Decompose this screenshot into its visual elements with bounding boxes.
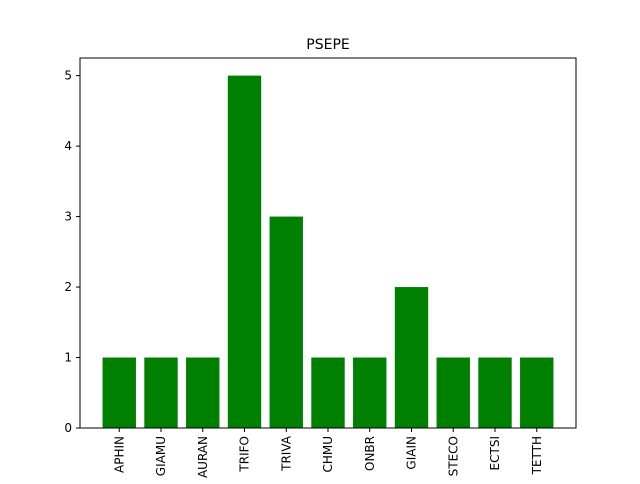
x-tick-label: TRIVA: [279, 435, 293, 472]
bar-triva: [269, 216, 303, 428]
x-tick-label: GIAMU: [154, 436, 168, 476]
x-tick-label: APHIN: [112, 436, 126, 473]
x-tick-label: TETTH: [530, 436, 544, 475]
bar-trifo: [227, 75, 262, 429]
y-tick-label: 5: [64, 69, 72, 83]
bar-giamu: [144, 357, 178, 428]
bar-chmu: [311, 357, 345, 428]
x-axis: APHIN GIAMU AURAN TRIFO TRIVA CHMU ONBR GIAIN ST…: [112, 428, 544, 478]
y-tick-label: 3: [64, 210, 72, 224]
bar-steco: [436, 357, 470, 428]
bar-auran: [186, 357, 220, 428]
x-tick-label: AURAN: [196, 436, 210, 478]
bar-aphin: [102, 357, 136, 428]
x-tick-label: CHMU: [321, 436, 335, 473]
chart-title: PSEPE: [306, 37, 349, 53]
y-axis: 0 1 2 3 4 5: [64, 69, 80, 435]
bar-ectsi: [478, 357, 512, 428]
y-tick-label: 0: [64, 421, 72, 435]
y-tick-label: 4: [64, 139, 72, 153]
x-tick-label: TRIFO: [238, 436, 252, 473]
bar-onbr: [353, 357, 387, 428]
y-tick-label: 2: [64, 280, 72, 294]
bar-tetth: [520, 357, 554, 428]
bar-giain: [394, 287, 429, 428]
x-tick-label: ONBR: [363, 436, 377, 471]
plot-frame: [79, 57, 577, 429]
x-tick-label: GIAIN: [405, 436, 419, 470]
bars-layer: [102, 75, 554, 429]
x-tick-label: ECTSI: [488, 436, 502, 470]
y-tick-label: 1: [64, 351, 72, 365]
x-tick-label: STECO: [446, 436, 460, 476]
